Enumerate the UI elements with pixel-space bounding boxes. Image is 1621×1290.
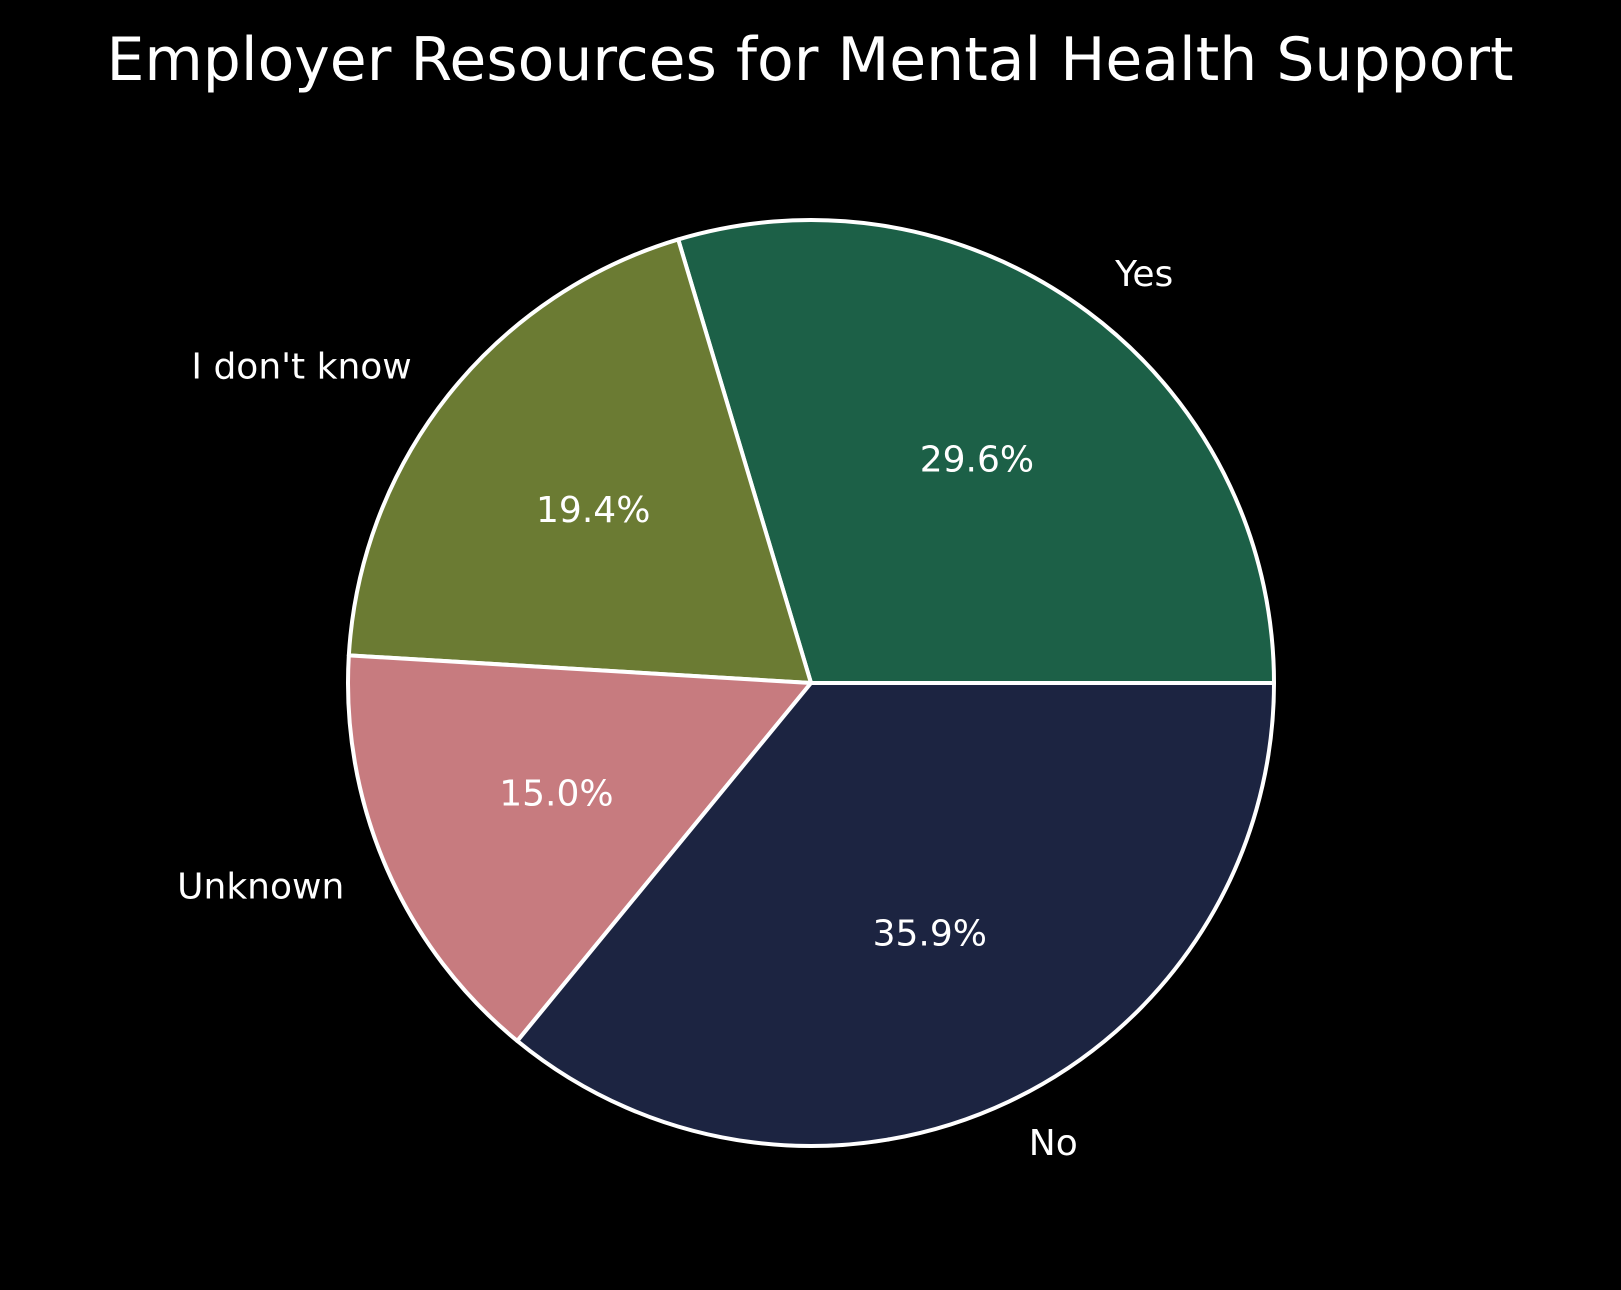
slice-label: Unknown	[177, 866, 344, 907]
slice-percent-label: 19.4%	[536, 490, 650, 531]
slice-label: I don't know	[191, 346, 411, 387]
pie-slice-no	[515, 681, 1276, 1148]
pie-slice-i-don-t-know	[346, 237, 813, 685]
slice-percent-label: 29.6%	[920, 440, 1034, 481]
slice-percent-label: 15.0%	[499, 774, 613, 815]
pie-slices	[346, 218, 1276, 1148]
slice-percent-label: 35.9%	[873, 914, 987, 955]
pie-slice-yes	[676, 218, 1276, 685]
chart-title: Employer Resources for Mental Health Sup…	[106, 25, 1513, 95]
pie-slice-unknown	[346, 653, 813, 1043]
slice-label: Yes	[1114, 254, 1173, 295]
pie-labels: Yes 29.6% I don't know 19.4% Unknown 15.0% No 3…	[177, 254, 1173, 1164]
slice-label: No	[1029, 1123, 1078, 1164]
